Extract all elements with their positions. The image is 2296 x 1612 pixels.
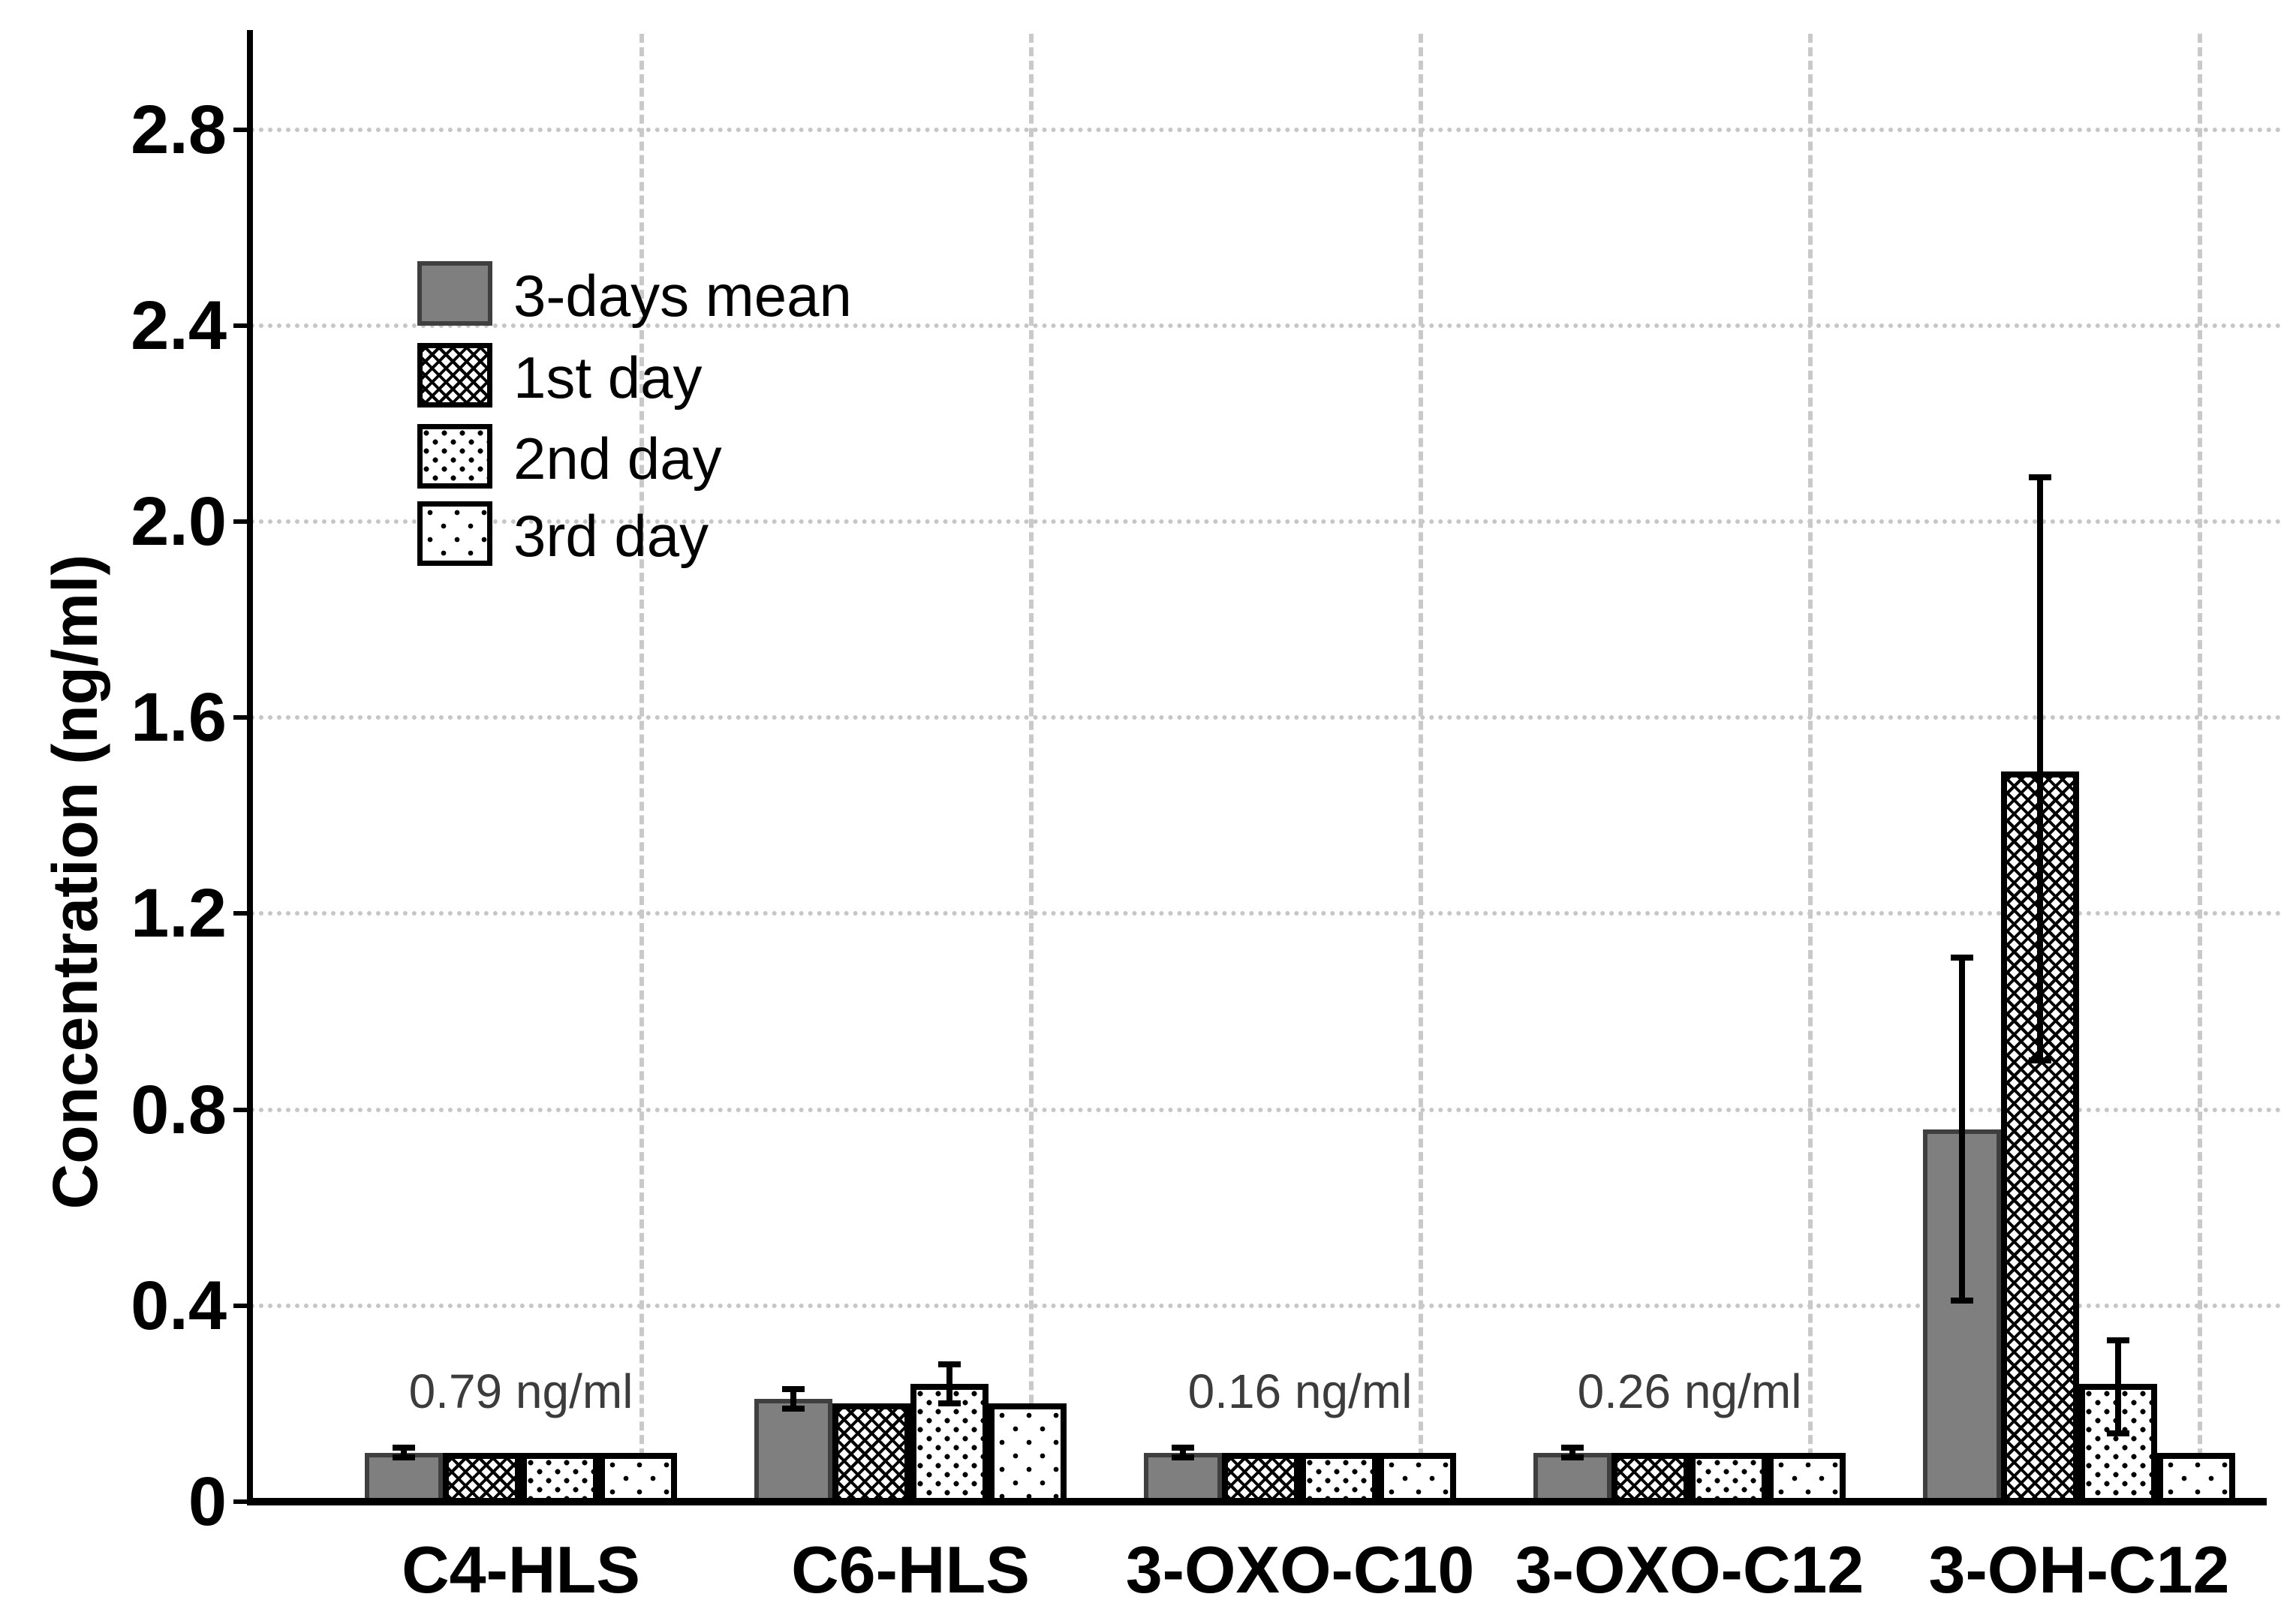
bar-1st-day-3-oxo-c12 [1611, 1453, 1690, 1505]
error-bar-cap [1172, 1445, 1194, 1451]
y-axis-tick [233, 1108, 250, 1112]
category-label: C4-HLS [402, 1532, 640, 1607]
x-axis-line [247, 1498, 2267, 1505]
error-bar-cap [938, 1361, 961, 1367]
bar-3rd-day-3-oh-c12 [2157, 1453, 2235, 1505]
error-bar [2115, 1340, 2121, 1433]
legend-label: 3-days mean [513, 263, 852, 329]
vertical-gridline [2198, 34, 2202, 1498]
bar-3rd-day-c6-hls [989, 1403, 1067, 1505]
legend-label: 3rd day [513, 503, 709, 569]
error-bar-cap [938, 1400, 961, 1406]
bar-1st-day-c6-hls [832, 1403, 910, 1505]
y-tick-label: 2.4 [131, 287, 227, 364]
y-axis-tick [233, 128, 250, 132]
y-tick-label: 2.8 [131, 92, 227, 168]
bar-3rd-day-3-oxo-c12 [1768, 1453, 1846, 1505]
error-bar [2037, 477, 2043, 1060]
bar-2nd-day-c4-hls [521, 1453, 599, 1505]
error-bar [1959, 958, 1965, 1301]
category-label: C6-HLS [791, 1532, 1030, 1607]
error-bar [1569, 1448, 1575, 1457]
value-annotation: 0.79 ng/ml [408, 1364, 633, 1418]
legend-label: 1st day [513, 344, 703, 411]
y-tick-label: 2.0 [131, 483, 227, 560]
horizontal-gridline [250, 911, 2282, 916]
horizontal-gridline [250, 323, 2282, 328]
y-axis-tick [233, 911, 250, 916]
bar-1st-day-c4-hls [443, 1453, 521, 1505]
bar-3-days-mean-3-oxo-c10 [1144, 1453, 1222, 1505]
y-axis-tick [233, 519, 250, 524]
error-bar-cap [2107, 1337, 2129, 1343]
error-bar [1180, 1448, 1186, 1457]
bar-2nd-day-3-oh-c12 [2079, 1384, 2157, 1505]
value-annotation: 0.16 ng/ml [1187, 1364, 1413, 1418]
error-bar-cap [393, 1454, 415, 1460]
error-bar [946, 1364, 952, 1403]
bar-3rd-day-c4-hls [599, 1453, 677, 1505]
y-axis-tick [233, 1499, 250, 1504]
y-tick-label: 1.2 [131, 875, 227, 952]
horizontal-gridline [250, 1108, 2282, 1112]
vertical-gridline [1808, 34, 1813, 1498]
category-label: 3-OXO-C12 [1515, 1532, 1864, 1607]
y-axis-tick [233, 1304, 250, 1308]
error-bar [790, 1389, 796, 1409]
y-axis-tick [233, 715, 250, 720]
y-tick-label: 0 [188, 1463, 227, 1540]
legend-swatch-solid [417, 261, 492, 326]
legend-swatch-dots [417, 424, 492, 489]
horizontal-gridline [250, 1304, 2282, 1308]
error-bar-cap [2029, 474, 2051, 480]
y-axis-tick [233, 323, 250, 328]
error-bar [401, 1448, 407, 1457]
bar-3-days-mean-c6-hls [754, 1399, 832, 1505]
y-axis-line [247, 30, 253, 1505]
error-bar-cap [2107, 1430, 2129, 1436]
horizontal-gridline [250, 519, 2282, 524]
horizontal-gridline [250, 715, 2282, 720]
bar-3-days-mean-c4-hls [365, 1453, 443, 1505]
bar-3-days-mean-3-oxo-c12 [1533, 1453, 1611, 1505]
y-tick-label: 0.8 [131, 1072, 227, 1148]
legend-swatch-cross [417, 343, 492, 408]
error-bar-cap [1951, 955, 1973, 961]
category-label: 3-OH-C12 [1928, 1532, 2230, 1607]
error-bar-cap [1561, 1454, 1584, 1460]
error-bar-cap [782, 1386, 805, 1392]
error-bar-cap [1172, 1454, 1194, 1460]
vertical-gridline [1029, 34, 1034, 1498]
bar-2nd-day-3-oxo-c10 [1300, 1453, 1378, 1505]
bar-2nd-day-3-oxo-c12 [1690, 1453, 1768, 1505]
horizontal-gridline [250, 128, 2282, 132]
error-bar-cap [1951, 1298, 1973, 1304]
error-bar-cap [1561, 1445, 1584, 1451]
vertical-gridline [639, 34, 644, 1498]
y-tick-label: 1.6 [131, 679, 227, 756]
y-tick-label: 0.4 [131, 1268, 227, 1344]
legend-swatch-sparse [417, 501, 492, 566]
bar-3rd-day-3-oxo-c10 [1378, 1453, 1456, 1505]
category-label: 3-OXO-C10 [1125, 1532, 1475, 1607]
error-bar-cap [393, 1445, 415, 1451]
legend-label: 2nd day [513, 426, 722, 492]
error-bar-cap [782, 1406, 805, 1412]
bar-1st-day-3-oxo-c10 [1222, 1453, 1300, 1505]
error-bar-cap [2029, 1057, 2051, 1063]
vertical-gridline [1419, 34, 1423, 1498]
value-annotation: 0.26 ng/ml [1577, 1364, 1802, 1418]
